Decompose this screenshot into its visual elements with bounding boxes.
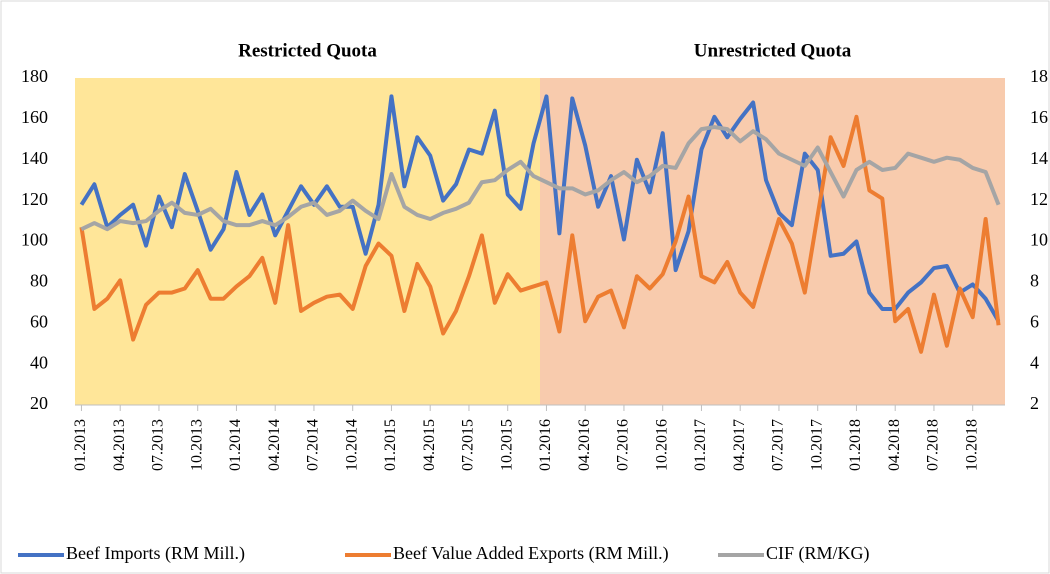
y-tick-label: 180 — [21, 66, 48, 86]
x-tick-label: 10.2014 — [343, 419, 360, 471]
series-line — [80, 125, 1001, 232]
y2-tick-label: 14 — [1030, 148, 1048, 168]
region — [75, 78, 540, 405]
x-tick-label: 04.2018 — [886, 419, 903, 471]
x-tick-label: 10.2015 — [498, 419, 515, 471]
y2-tick-label: 18 — [1030, 66, 1048, 86]
y2-tick-label: 6 — [1030, 311, 1039, 331]
x-tick-label: 01.2016 — [537, 419, 554, 471]
x-tick-label: 01.2017 — [692, 419, 709, 471]
y-tick-label: 80 — [30, 271, 48, 291]
y2-tick-label: 12 — [1030, 189, 1048, 209]
y2-tick-label: 4 — [1030, 352, 1039, 372]
x-tick-label: 07.2018 — [925, 419, 942, 471]
x-tick-label: 04.2017 — [731, 419, 748, 471]
y-tick-label: 20 — [30, 393, 48, 413]
y2-tick-label: 8 — [1030, 271, 1039, 291]
y2-tick-label: 2 — [1030, 393, 1039, 413]
y2-tick-label: 16 — [1030, 107, 1048, 127]
x-tick-label: 10.2013 — [188, 419, 205, 471]
y-tick-label: 40 — [30, 352, 48, 372]
y2-tick-label: 10 — [1030, 230, 1048, 250]
x-tick-label: 07.2014 — [305, 419, 322, 471]
y-tick-label: 120 — [21, 189, 48, 209]
region-label: Restricted Quota — [238, 40, 377, 61]
legend-label: CIF (RM/KG) — [766, 543, 870, 564]
series-line — [79, 94, 1001, 323]
y-tick-label: 100 — [21, 230, 48, 250]
x-tick-label: 10.2017 — [808, 419, 825, 471]
x-tick-label: 01.2013 — [72, 419, 89, 471]
region-label: Unrestricted Quota — [694, 40, 852, 61]
y-tick-label: 160 — [21, 107, 48, 127]
x-tick-label: 10.2016 — [653, 419, 670, 471]
legend-label: Beef Value Added Exports (RM Mill.) — [393, 543, 669, 564]
x-tick-label: 01.2014 — [227, 419, 244, 471]
x-tick-label: 07.2015 — [460, 419, 477, 471]
x-tick-label: 10.2018 — [963, 419, 980, 471]
series-line — [79, 114, 1001, 354]
legend-label: Beef Imports (RM Mill.) — [66, 543, 245, 564]
x-tick-label: 07.2016 — [615, 419, 632, 471]
x-tick-label: 04.2016 — [576, 419, 593, 471]
x-tick-label: 04.2013 — [111, 419, 128, 471]
y-tick-label: 140 — [21, 148, 48, 168]
y-tick-label: 60 — [30, 311, 48, 331]
x-tick-label: 04.2015 — [421, 419, 438, 471]
x-tick-label: 07.2013 — [150, 419, 167, 471]
x-tick-label: 01.2015 — [382, 419, 399, 471]
x-tick-label: 01.2018 — [847, 419, 864, 471]
x-tick-label: 04.2014 — [266, 419, 283, 471]
x-tick-label: 07.2017 — [770, 419, 787, 471]
